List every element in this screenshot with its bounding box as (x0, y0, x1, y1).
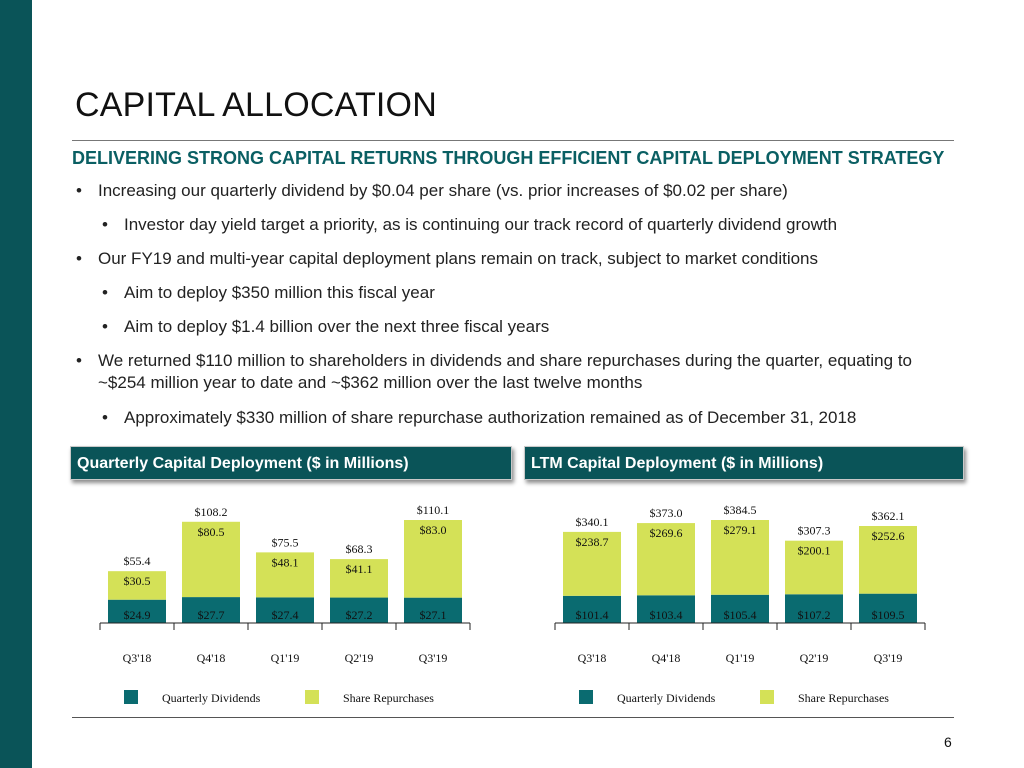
repurchases-value-label: $269.6 (650, 526, 683, 540)
dividends-bar (182, 597, 240, 623)
total-value-label: $75.5 (272, 535, 299, 549)
legend-swatch-dividends (579, 690, 593, 704)
repurchases-value-label: $200.1 (798, 544, 831, 558)
repurchases-bar (404, 520, 462, 598)
bullet-text: Aim to deploy $1.4 billion over the next… (124, 317, 550, 336)
dividends-value-label: $27.4 (272, 608, 299, 622)
category-tick-label: Q3'18 (123, 651, 152, 665)
repurchases-bar (637, 523, 695, 596)
bullet-dot: • (76, 351, 82, 370)
total-value-label: $68.3 (346, 542, 373, 556)
dividends-bar (785, 594, 843, 623)
dividends-bar (711, 594, 769, 623)
bullet-dot: • (102, 317, 108, 336)
repurchases-bar (182, 521, 240, 598)
dividends-value-label: $101.4 (576, 608, 609, 622)
category-tick-label: Q3'18 (578, 651, 607, 665)
bullet-dot: • (102, 408, 108, 427)
repurchases-value-label: $48.1 (272, 555, 299, 569)
quarterly-chart-header: Quarterly Capital Deployment ($ in Milli… (70, 446, 512, 480)
dividends-value-label: $109.5 (872, 608, 905, 622)
repurchases-value-label: $80.5 (198, 525, 225, 539)
total-value-label: $108.2 (195, 505, 228, 519)
dividends-value-label: $27.1 (420, 608, 447, 622)
repurchases-bar (330, 559, 388, 598)
repurchases-value-label: $252.6 (872, 529, 905, 543)
bullet-text: Approximately $330 million of share repu… (124, 408, 857, 427)
page-number: 6 (944, 734, 952, 750)
dividends-value-label: $107.2 (798, 608, 831, 622)
dividends-bar (256, 597, 314, 623)
legend-swatch-repurchases (760, 690, 774, 704)
bullet-dot: • (76, 249, 82, 268)
dividends-bar (563, 595, 621, 623)
sidebar-accent-bar (0, 0, 32, 768)
repurchases-bar (108, 571, 166, 600)
total-value-label: $340.1 (576, 515, 609, 529)
title-divider (72, 140, 954, 141)
total-value-label: $110.1 (417, 503, 450, 517)
bullet-text-line: We returned $110 million to shareholders… (98, 351, 912, 370)
category-tick-label: Q1'19 (726, 651, 755, 665)
dividends-bar (859, 593, 917, 623)
ltm-deployment-chart: $101.4 $238.7 $340.1 Q3'18 $103.4 $269.6 $373.… (554, 503, 926, 705)
repurchases-bar (711, 520, 769, 595)
total-value-label: $384.5 (724, 503, 757, 517)
dividends-value-label: $105.4 (724, 608, 757, 622)
repurchases-value-label: $83.0 (420, 523, 447, 537)
bullet-dot: • (102, 283, 108, 302)
dividends-bar (108, 599, 166, 623)
bullet-text: Our FY19 and multi-year capital deployme… (98, 249, 819, 268)
repurchases-value-label: $238.7 (576, 535, 609, 549)
category-tick-label: Q4'18 (197, 651, 226, 665)
dividends-value-label: $24.9 (124, 608, 151, 622)
repurchases-value-label: $30.5 (124, 574, 151, 588)
category-tick-label: Q2'19 (345, 651, 374, 665)
category-tick-label: Q4'18 (652, 651, 681, 665)
quarterly-deployment-chart: $24.9 $30.5 $55.4 Q3'18 $27.7 $80.5 $108.2 Q4'1… (99, 503, 471, 705)
legend-label-dividends: Quarterly Dividends (617, 691, 716, 705)
page-title: CAPITAL ALLOCATION (75, 86, 437, 124)
repurchases-value-label: $279.1 (724, 523, 757, 537)
dividends-value-label: $27.2 (346, 608, 373, 622)
repurchases-bar (785, 540, 843, 595)
category-tick-label: Q2'19 (800, 651, 829, 665)
repurchases-bar (563, 531, 621, 596)
category-tick-label: Q3'19 (419, 651, 448, 665)
bullet-text: Aim to deploy $350 million this fiscal y… (124, 283, 435, 302)
page-subtitle: DELIVERING STRONG CAPITAL RETURNS THROUG… (72, 148, 945, 168)
total-value-label: $307.3 (798, 524, 831, 538)
dividends-bar (637, 595, 695, 623)
total-value-label: $362.1 (872, 509, 905, 523)
bullet-text: We returned $110 million to shareholders… (98, 350, 972, 394)
legend-label-repurchases: Share Repurchases (343, 691, 434, 705)
repurchases-bar (859, 526, 917, 594)
footer-divider (72, 717, 954, 718)
legend-swatch-repurchases (305, 690, 319, 704)
ltm-chart-header: LTM Capital Deployment ($ in Millions) (524, 446, 964, 480)
category-tick-label: Q3'19 (874, 651, 903, 665)
category-tick-label: Q1'19 (271, 651, 300, 665)
dividends-bar (404, 597, 462, 623)
legend-swatch-dividends (124, 690, 138, 704)
bullet-text: Investor day yield target a priority, as… (124, 215, 838, 234)
dividends-bar (330, 597, 388, 623)
dividends-value-label: $103.4 (650, 608, 683, 622)
total-value-label: $373.0 (650, 506, 683, 520)
repurchases-bar (256, 552, 314, 598)
total-value-label: $55.4 (124, 554, 151, 568)
bullet-dot: • (102, 215, 108, 234)
bullet-text-line: ~$254 million year to date and ~$362 mil… (98, 373, 643, 392)
bullet-dot: • (76, 181, 82, 200)
legend-label-repurchases: Share Repurchases (798, 691, 889, 705)
bullet-text: Increasing our quarterly dividend by $0.… (98, 181, 788, 200)
legend-label-dividends: Quarterly Dividends (162, 691, 261, 705)
repurchases-value-label: $41.1 (346, 562, 373, 576)
dividends-value-label: $27.7 (198, 608, 225, 622)
